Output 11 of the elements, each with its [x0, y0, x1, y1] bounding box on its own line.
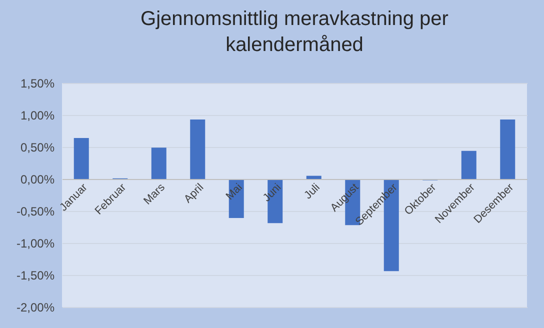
y-tick-label: 0,00%: [20, 172, 55, 186]
y-tick-label: -1,50%: [16, 268, 55, 282]
chart-title: Gjennomsnittlig meravkastning per kalendermåned: [140, 8, 449, 56]
x-tick-label: Mai: [224, 182, 245, 203]
x-tick-label: Juli: [302, 182, 322, 202]
y-tick-label: -1,00%: [16, 236, 55, 250]
y-tick-label: -2,00%: [16, 300, 55, 314]
y-tick-label: 0,50%: [20, 140, 55, 154]
y-tick-label: 1,50%: [20, 76, 55, 90]
y-tick-label: 1,00%: [20, 108, 55, 122]
y-tick-label: -0,50%: [16, 204, 55, 218]
